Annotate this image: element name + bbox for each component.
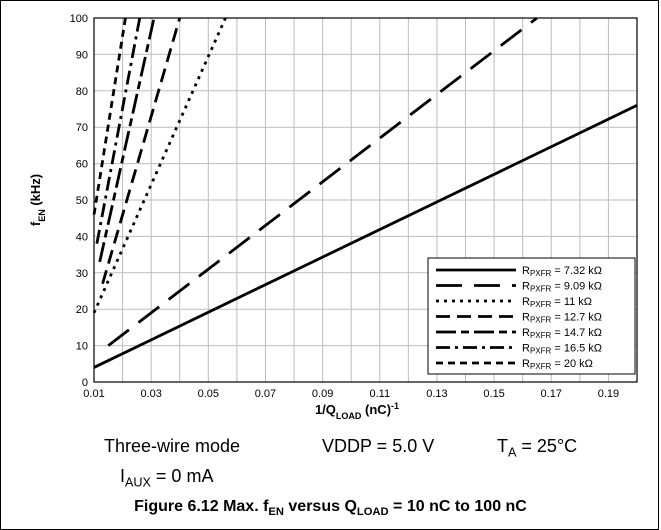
legend-label-2: RPXFR = 9.09 kΩ (522, 281, 602, 294)
y-tick-label: 50 (76, 195, 88, 207)
y-tick-label: 70 (76, 122, 88, 134)
series-line-3 (92, 17, 227, 314)
y-axis-label: fEN (kHz) (28, 174, 47, 226)
x-tick-label: 0.17 (541, 388, 562, 400)
x-tick-label: 0.03 (140, 388, 161, 400)
series-line-5 (98, 17, 156, 263)
legend-label-5: RPXFR = 14.7 kΩ (522, 327, 602, 340)
legend-label-7: RPXFR = 20 kΩ (522, 358, 593, 371)
y-tick-label: 90 (76, 49, 88, 61)
series-line-2 (107, 16, 538, 347)
figure-caption: Figure 6.12 Max. fEN versus QLOAD = 10 n… (134, 498, 527, 519)
series-line-4 (101, 17, 182, 285)
x-tick-label: 0.11 (369, 388, 390, 400)
ta-text: TA = 25°C (497, 436, 578, 460)
y-tick-label: 10 (76, 341, 88, 353)
chart: 0.01 0.03 0.05 0.07 0.09 0.11 0.13 0.15 0.17 0.19… (28, 13, 638, 421)
y-tick-label: 30 (76, 268, 88, 280)
x-tick-label: 0.09 (312, 388, 333, 400)
series-line-7 (92, 17, 127, 215)
legend-label-4: RPXFR = 12.7 kΩ (522, 312, 602, 325)
series-layer (92, 16, 638, 369)
legend-label-1: RPXFR = 7.32 kΩ (522, 265, 602, 278)
x-tick-label: 0.15 (483, 388, 504, 400)
y-tick-label: 80 (76, 86, 88, 98)
iaux-text: IAUX = 0 mA (120, 466, 214, 490)
series-line-1 (93, 104, 638, 369)
tick-labels: 0.01 0.03 0.05 0.07 0.09 0.11 0.13 0.15 0.17 0.19… (70, 13, 619, 400)
x-tick-label: 0.05 (198, 388, 219, 400)
x-tick-label: 0.19 (598, 388, 619, 400)
x-axis-label: 1/QLOAD (nC)-1 (315, 401, 399, 421)
legend: RPXFR = 7.32 kΩ RPXFR = 9.09 kΩ RPXFR = 11… (427, 257, 636, 375)
grid (93, 17, 638, 383)
legend-label-3: RPXFR = 11 kΩ (522, 296, 592, 309)
plot-border (93, 17, 638, 383)
vddp-text: VDDP = 5.0 V (322, 436, 435, 456)
axes (93, 17, 638, 383)
x-tick-label: 0.13 (426, 388, 447, 400)
y-tick-label: 60 (76, 159, 88, 171)
y-tick-label: 40 (76, 231, 88, 243)
series-line-6 (95, 17, 142, 244)
mode-text: Three-wire mode (104, 436, 241, 456)
x-tick-label: 0.07 (255, 388, 276, 400)
y-tick-label: 100 (70, 13, 88, 25)
legend-label-6: RPXFR = 16.5 kΩ (522, 343, 602, 356)
x-tick-label: 0.01 (83, 388, 104, 400)
y-tick-label: 20 (76, 304, 88, 316)
y-tick-label: 0 (82, 377, 88, 389)
